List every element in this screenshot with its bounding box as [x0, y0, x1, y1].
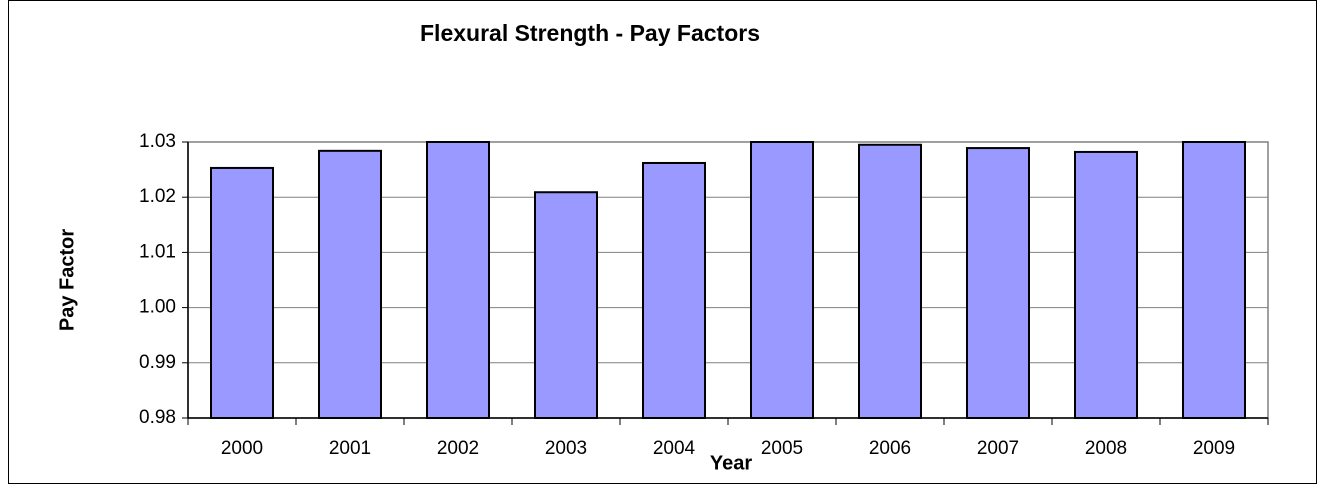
x-tick-label: 2007 — [977, 438, 1019, 459]
y-tick-label: 0.99 — [139, 352, 176, 373]
x-tick-label: 2006 — [869, 438, 911, 459]
bar — [750, 141, 814, 419]
bar — [318, 149, 382, 419]
y-tick-label: 1.03 — [139, 131, 176, 152]
x-axis-title: Year — [710, 452, 752, 474]
bar — [210, 166, 274, 419]
chart-title: Flexural Strength - Pay Factors — [420, 20, 760, 46]
x-tick-label: 2008 — [1085, 438, 1127, 459]
y-tick-label: 1.02 — [139, 186, 176, 207]
x-tick-label: 2000 — [221, 438, 263, 459]
x-tick-label: 2009 — [1193, 438, 1235, 459]
x-tick-label: 2005 — [761, 438, 803, 459]
bar — [1182, 141, 1246, 419]
x-tick-label: 2004 — [653, 438, 696, 459]
bar — [858, 143, 922, 419]
x-tick-label: 2002 — [437, 438, 479, 459]
y-tick-label: 1.00 — [139, 297, 176, 318]
y-tick-label: 0.98 — [139, 407, 176, 428]
bar — [426, 141, 490, 419]
x-tick-label: 2003 — [545, 438, 587, 459]
y-tick-label: 1.01 — [139, 241, 176, 262]
bar — [1074, 150, 1138, 419]
bar — [642, 161, 706, 419]
y-axis-title: Pay Factor — [56, 229, 78, 331]
bar — [534, 191, 598, 419]
bar — [966, 147, 1030, 420]
x-tick-label: 2001 — [329, 438, 371, 459]
